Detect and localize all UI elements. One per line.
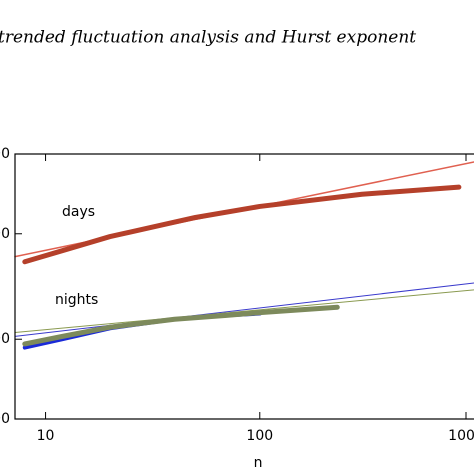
line-series (14, 282, 474, 337)
y-tick-label: 200 (0, 331, 10, 347)
line-series (22, 184, 462, 265)
annotation: days (62, 204, 95, 220)
x-axis-label: n (254, 455, 263, 471)
line-series (22, 311, 262, 350)
line-series (22, 304, 340, 347)
x-tick-label: 10 (37, 428, 55, 444)
y-tick-label: 100 (0, 411, 10, 427)
plot-frame (14, 153, 474, 420)
annotation: nights (55, 292, 98, 308)
chart-title: trended fluctuation analysis and Hurst e… (0, 28, 416, 48)
line-series (14, 289, 474, 334)
x-tick-label: 100 (246, 428, 273, 444)
y-tick-label: 500 (0, 226, 10, 242)
